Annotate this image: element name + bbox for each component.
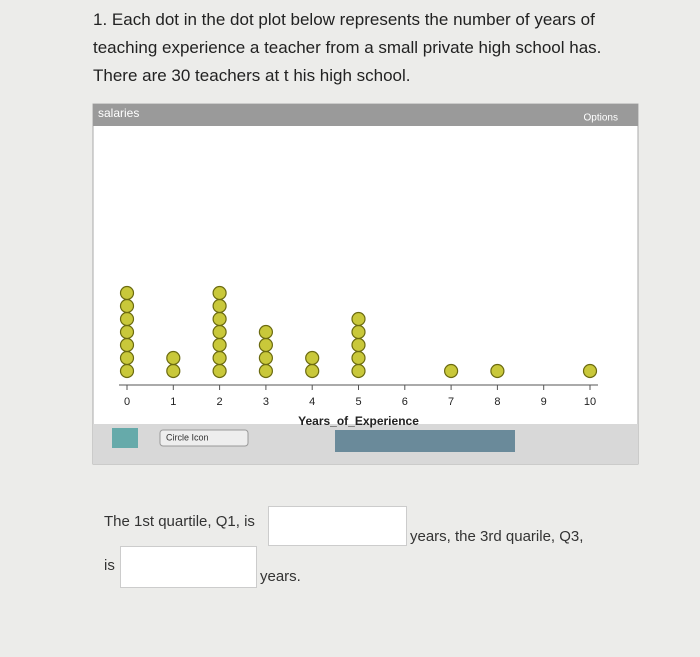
- x-tick-label: 3: [263, 396, 269, 408]
- dot: [119, 285, 135, 301]
- dot: [305, 350, 320, 366]
- dot: [351, 324, 366, 340]
- x-tick-label: 9: [541, 396, 547, 408]
- options-button[interactable]: Options: [584, 113, 618, 124]
- dot-column: [119, 285, 135, 379]
- toolbar-icons[interactable]: [335, 430, 515, 452]
- dot-column: [166, 350, 181, 379]
- dot: [212, 324, 227, 340]
- dot: [119, 311, 135, 327]
- dot: [351, 363, 366, 379]
- tool-select[interactable]: [159, 429, 249, 447]
- dot: [582, 363, 598, 379]
- dot-plot-panel: salaries Options Circle Icon 0 1 2 3 4 5 6 7 8 9 1…: [92, 103, 639, 465]
- dot: [119, 350, 135, 366]
- dot: [258, 350, 273, 366]
- dot: [258, 324, 273, 340]
- dot: [258, 363, 273, 379]
- dot: [444, 363, 459, 379]
- dot: [351, 350, 366, 366]
- question-line: There are 30 teachers at t his high scho…: [93, 66, 411, 85]
- dot: [212, 363, 227, 379]
- dot-column: [351, 311, 366, 379]
- dot: [166, 350, 181, 366]
- question-line: teaching experience a teacher from a sma…: [93, 38, 602, 57]
- dot: [212, 337, 227, 353]
- question-line: 1. Each dot in the dot plot below repres…: [93, 10, 595, 29]
- dot: [490, 363, 505, 379]
- x-tick-label: 1: [170, 396, 176, 408]
- q1-suffix: years, the 3rd quarile, Q3,: [410, 528, 584, 545]
- dot: [212, 350, 227, 366]
- dot: [119, 363, 135, 379]
- dot-column: [212, 285, 227, 379]
- dot: [351, 311, 366, 327]
- dot: [305, 363, 320, 379]
- dot: [166, 363, 181, 379]
- panel-title: salaries: [98, 106, 139, 120]
- dot: [119, 337, 135, 353]
- panel-header: [93, 104, 638, 126]
- dot: [119, 298, 135, 314]
- dot: [119, 324, 135, 340]
- dot: [212, 298, 227, 314]
- x-tick-label: 2: [217, 396, 223, 408]
- dot-column: [444, 363, 459, 379]
- dot: [212, 311, 227, 327]
- x-tick-label: 0: [124, 396, 130, 408]
- q1-prefix: The 1st quartile, Q1, is: [104, 513, 255, 530]
- dot-column: [305, 350, 320, 379]
- q1-input[interactable]: [268, 506, 407, 546]
- x-tick-label: 5: [355, 396, 361, 408]
- dot-column: [582, 363, 598, 379]
- x-axis-label: Years_of_Experience: [298, 414, 419, 428]
- toolbar-icon[interactable]: [112, 428, 138, 448]
- dot: [212, 285, 227, 301]
- x-tick-label: 8: [494, 396, 500, 408]
- tool-label: Circle Icon: [166, 432, 209, 442]
- dot-column: [258, 324, 273, 379]
- q3-suffix: years.: [260, 568, 301, 585]
- panel-frame: [92, 103, 639, 465]
- dot: [258, 337, 273, 353]
- x-tick-label: 7: [448, 396, 454, 408]
- x-tick-label: 10: [584, 396, 596, 408]
- dot: [351, 337, 366, 353]
- q3-input[interactable]: [120, 546, 257, 588]
- q3-prefix: is: [104, 557, 115, 574]
- dot-column: [490, 363, 505, 379]
- x-tick-label: 6: [402, 396, 408, 408]
- x-tick-label: 4: [309, 396, 315, 408]
